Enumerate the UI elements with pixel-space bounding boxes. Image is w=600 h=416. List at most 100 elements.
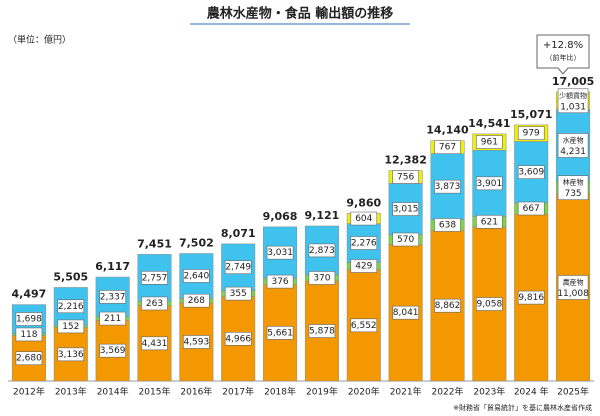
value-label: 9,058	[476, 300, 502, 310]
value-label-box	[350, 236, 378, 250]
x-tick-label: 2015年	[139, 386, 171, 398]
value-label: 756	[397, 172, 414, 182]
value-label-box	[434, 218, 461, 232]
value-label-box	[183, 269, 210, 283]
value-label: 621	[481, 217, 498, 227]
total-label: 8,071	[221, 227, 256, 240]
value-label-box	[392, 170, 419, 184]
value-label-box	[141, 336, 168, 351]
source-note: ※財務省「貿易統計」を基に農林水産省作成	[453, 403, 592, 412]
value-label-box	[266, 274, 294, 289]
value-label-box	[517, 201, 545, 216]
value-label-box	[224, 332, 252, 346]
total-label: 6,117	[95, 260, 130, 273]
series-name: 林産物	[563, 178, 584, 187]
x-tick-label: 2023年	[473, 386, 505, 398]
total-label: 7,451	[137, 237, 172, 250]
value-label: 11,008	[557, 289, 589, 299]
x-tick-label: 2020年	[348, 386, 380, 398]
value-label: 2,873	[309, 246, 335, 256]
callout-note: （前年比）	[546, 53, 581, 62]
series-name: 水産物	[563, 135, 584, 144]
value-label-box	[308, 271, 336, 285]
value-label: 1,031	[560, 102, 586, 112]
x-tick-label: 2014年	[97, 386, 129, 398]
value-label-box	[476, 297, 503, 311]
x-tick-label: 2019年	[306, 386, 338, 398]
total-label: 9,121	[305, 209, 340, 222]
total-label: 9,068	[263, 210, 298, 223]
value-label-box	[99, 343, 126, 358]
x-tick-label: 2024 年	[514, 386, 549, 398]
value-label: 376	[271, 277, 288, 287]
value-label-box	[15, 312, 43, 326]
x-tick-label: 2013年	[55, 386, 87, 398]
value-label-box	[266, 326, 294, 340]
value-label-box	[392, 202, 419, 216]
series-name: 農産物	[563, 277, 584, 286]
value-label: 4,431	[142, 339, 168, 349]
value-label-box	[557, 275, 589, 300]
value-label-box	[15, 327, 43, 342]
value-label: 2,337	[100, 292, 126, 302]
x-tick-label: 2012年	[13, 386, 45, 398]
total-label: 7,502	[179, 237, 214, 250]
value-label-box	[517, 165, 545, 179]
value-label-box	[266, 245, 294, 260]
value-label: 3,873	[435, 182, 461, 192]
value-label: 570	[397, 235, 414, 245]
value-label: 429	[355, 262, 372, 272]
value-label-box	[434, 298, 461, 313]
x-tick-label: 2018年	[264, 386, 296, 398]
value-label: 263	[146, 299, 163, 309]
value-label-box	[434, 140, 461, 155]
value-label: 370	[313, 273, 330, 283]
x-tick-label: 2021年	[390, 386, 422, 398]
callout-change: +12.8%	[543, 40, 583, 51]
value-label-box	[392, 305, 419, 320]
value-label-box	[99, 311, 126, 326]
value-label-box	[517, 126, 545, 140]
total-label: 14,541	[468, 117, 510, 130]
value-label-box	[476, 176, 503, 191]
value-label: 2,680	[16, 354, 42, 364]
value-label: 8,041	[393, 308, 419, 318]
value-label: 118	[20, 330, 37, 340]
value-label: 2,757	[142, 273, 168, 283]
value-label-box	[99, 290, 126, 304]
callout-box	[536, 34, 590, 75]
value-label: 5,878	[309, 327, 335, 337]
value-label: 152	[62, 322, 79, 332]
value-label: 3,609	[518, 168, 544, 178]
value-label-box	[141, 296, 168, 311]
value-label: 3,031	[267, 248, 293, 258]
value-label-box	[476, 214, 503, 229]
value-label: 4,966	[225, 334, 251, 344]
value-label-box	[557, 133, 589, 158]
value-label-box	[392, 232, 419, 247]
value-label-box	[183, 335, 210, 349]
value-label: 2,276	[351, 239, 377, 249]
value-label: 979	[523, 129, 540, 139]
value-label-box	[476, 135, 503, 149]
total-label: 17,005	[552, 75, 594, 88]
value-label-box	[350, 211, 378, 226]
value-label-box	[557, 175, 589, 200]
value-label: 2,216	[58, 302, 84, 312]
value-label: 638	[439, 220, 456, 230]
value-label-box	[15, 351, 43, 366]
value-label: 6,552	[351, 321, 377, 331]
chart-title: 農林水産物・食品 輸出額の推移	[207, 6, 394, 22]
value-label: 8,862	[435, 301, 461, 311]
total-label: 9,860	[346, 196, 381, 209]
total-label: 5,505	[53, 270, 88, 283]
value-label: 4,593	[183, 337, 209, 347]
value-label-box	[224, 260, 252, 275]
x-tick-label: 2025年	[557, 386, 589, 398]
value-label-box	[183, 293, 210, 308]
value-label: 667	[523, 204, 540, 214]
value-label: 767	[439, 143, 456, 153]
x-tick-label: 2022年	[432, 386, 464, 398]
value-label-box	[434, 179, 461, 194]
